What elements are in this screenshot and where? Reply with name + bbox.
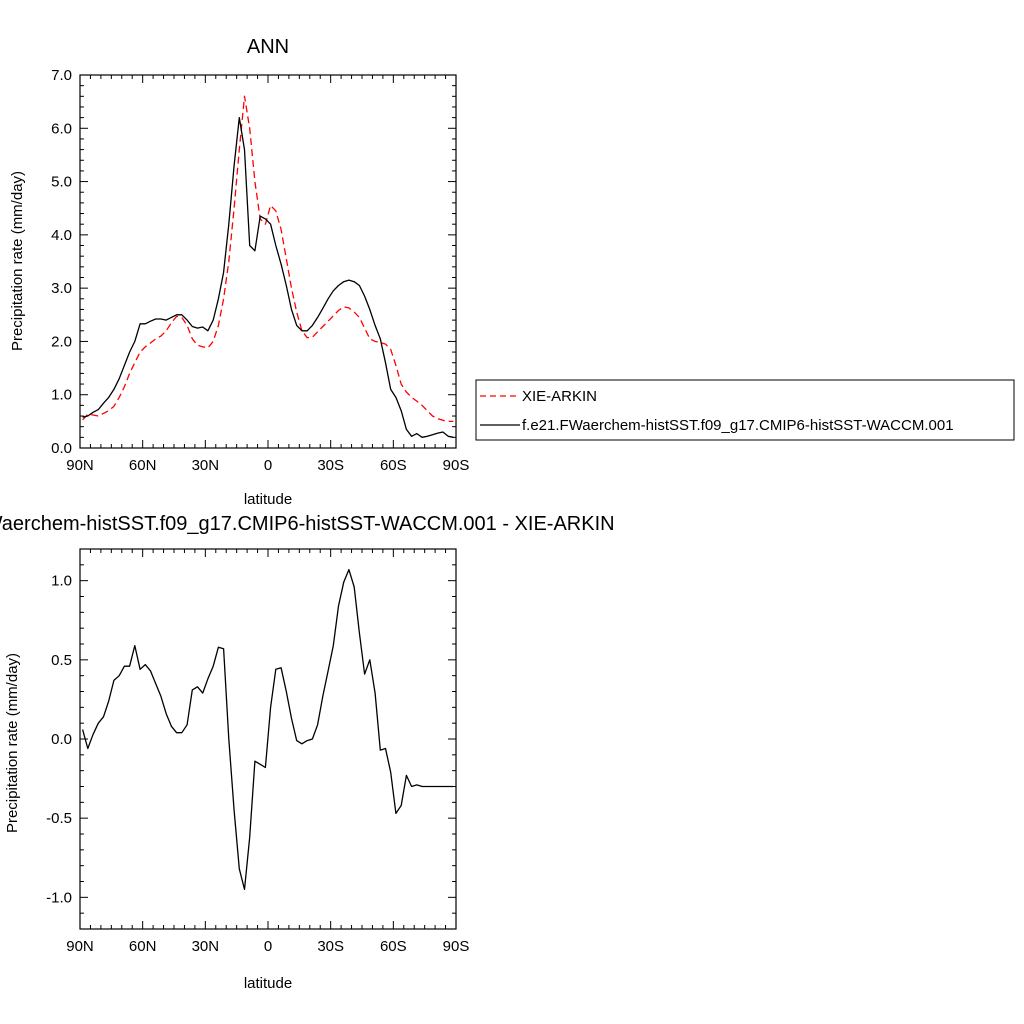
legend-box [475, 379, 1015, 441]
y-tick-label: 7.0 [51, 67, 72, 84]
x-tick-label: 60S [380, 457, 407, 474]
y-tick-label: 1.0 [51, 387, 72, 404]
plot-area [81, 568, 454, 891]
legend: XIE-ARKIN f.e21.FWaerchem-histSST.f09_g1… [475, 379, 1015, 441]
x-tick-label: 0 [264, 938, 272, 955]
x-axis-label: latitude [244, 975, 292, 992]
x-tick-label: 90S [443, 457, 470, 474]
y-tick-label: 0.5 [51, 652, 72, 669]
x-tick-label: 60N [129, 457, 157, 474]
x-tick-label: 30S [317, 938, 344, 955]
y-tick-label: 2.0 [51, 333, 72, 350]
x-tick-label: 60S [380, 938, 407, 955]
panel-title: ANN [247, 36, 289, 58]
axes [79, 548, 457, 930]
series-line-1 [81, 568, 454, 891]
y-tick-label: 4.0 [51, 227, 72, 244]
y-axis-label: Precipitation rate (mm/day) [4, 653, 21, 833]
y-tick-label: 3.0 [51, 280, 72, 297]
x-tick-label: 60N [129, 938, 157, 955]
y-tick-label: 1.0 [51, 573, 72, 590]
tick-labels: 90N 60N 30N 0 30S 60S 90S 0.0 1.0 2.0 3.0 4.0 5.0 6.0… [51, 67, 469, 474]
x-tick-label: 0 [264, 457, 272, 474]
x-tick-label: 90S [443, 938, 470, 955]
plot-frame [79, 74, 457, 449]
x-tick-label: 30S [317, 457, 344, 474]
series-line-1 [82, 95, 454, 423]
plot-area [82, 95, 454, 438]
series-line-2 [82, 116, 454, 438]
x-axis-label: latitude [244, 491, 292, 508]
panel-title: f.e21.FWaerchem-histSST.f09_g17.CMIP6-hi… [0, 513, 615, 535]
mean-precipitation-panel: ANN latitude Precipitation rate (mm/day)… [9, 36, 1015, 508]
legend-label-model: f.e21.FWaerchem-histSST.f09_g17.CMIP6-hi… [522, 417, 954, 434]
y-tick-label: 5.0 [51, 174, 72, 191]
axes [79, 74, 457, 449]
tick-labels: 90N 60N 30N 0 30S 60S 90S -1.0 -0.5 0.0 0.5 1.0 [46, 573, 469, 955]
legend-label-xie-arkin: XIE-ARKIN [522, 388, 597, 405]
difference-panel: f.e21.FWaerchem-histSST.f09_g17.CMIP6-hi… [0, 513, 615, 992]
x-tick-label: 90N [66, 457, 94, 474]
y-axis-label: Precipitation rate (mm/day) [9, 171, 26, 351]
y-tick-label: 0.0 [51, 731, 72, 748]
y-tick-label: -1.0 [46, 889, 72, 906]
x-tick-label: 30N [192, 457, 220, 474]
x-tick-label: 30N [192, 938, 220, 955]
y-tick-label: 0.0 [51, 440, 72, 457]
x-tick-label: 90N [66, 938, 94, 955]
y-tick-label: -0.5 [46, 810, 72, 827]
y-tick-label: 6.0 [51, 120, 72, 137]
